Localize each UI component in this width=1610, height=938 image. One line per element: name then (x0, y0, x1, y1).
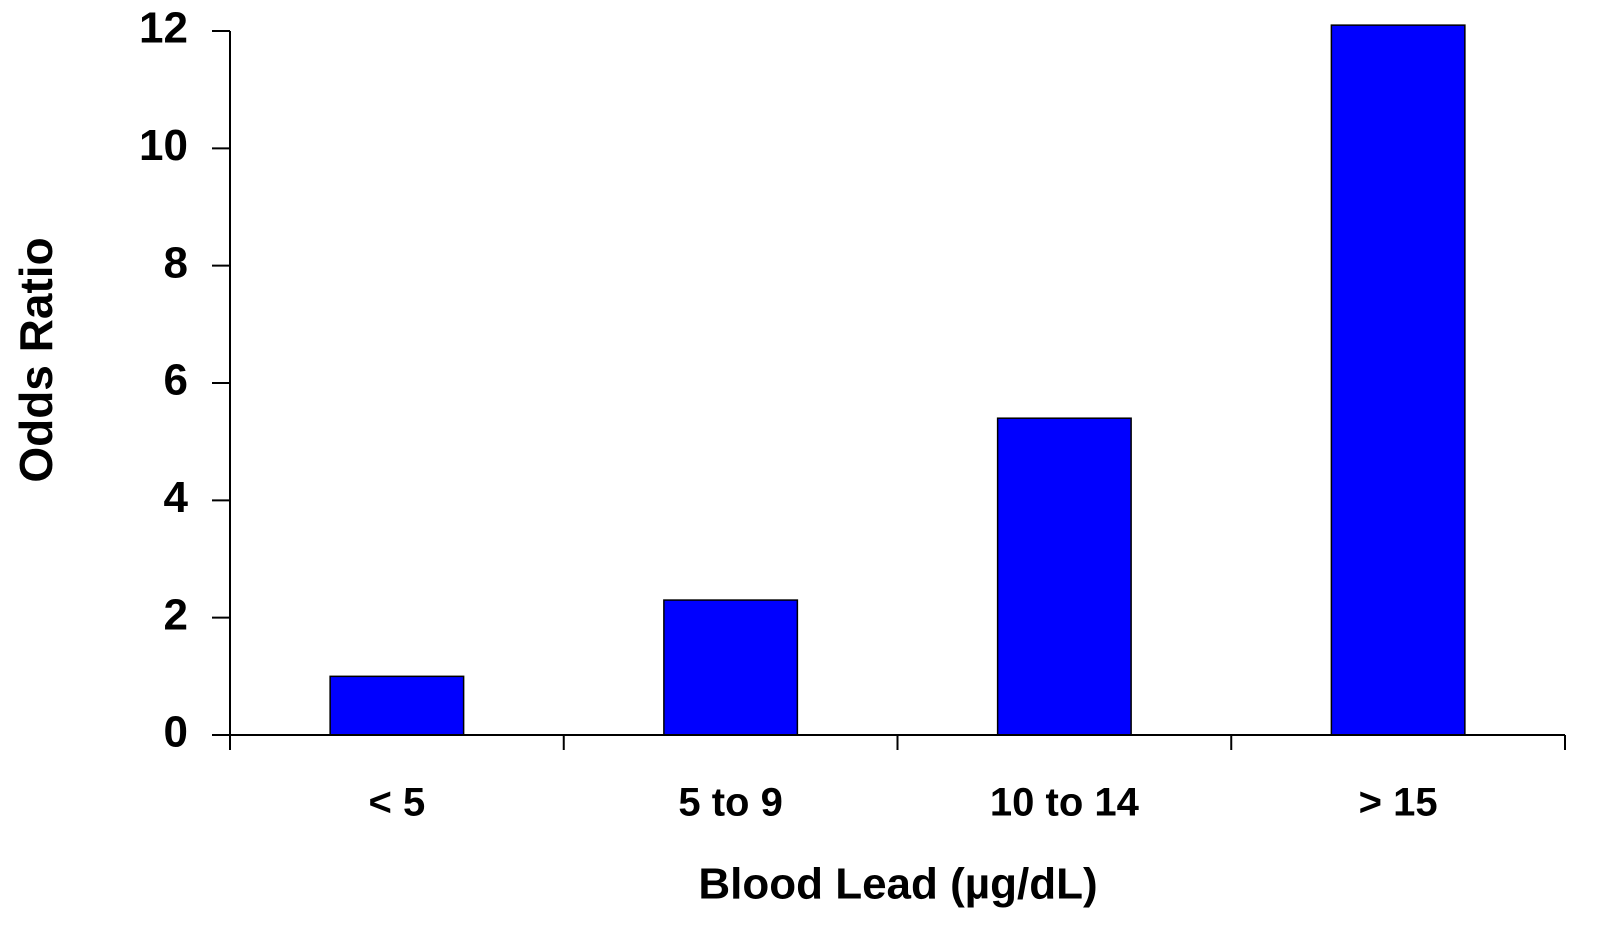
y-tick-label: 2 (164, 590, 188, 639)
x-tick-label: 5 to 9 (678, 781, 782, 825)
y-axis-title: Odds Ratio (10, 237, 62, 482)
y-tick-label: 4 (164, 473, 189, 522)
x-axis-title: Blood Lead (µg/dL) (698, 860, 1097, 909)
y-tick-label: 10 (139, 121, 188, 170)
bar (663, 599, 799, 736)
bar (996, 417, 1132, 736)
x-tick-label: > 15 (1359, 781, 1438, 825)
y-tick-label: 8 (164, 238, 188, 287)
x-tick-label: 10 to 14 (990, 781, 1140, 825)
y-tick-label: 0 (164, 708, 188, 757)
y-tick-label: 12 (139, 4, 188, 53)
bar (1330, 24, 1466, 736)
x-tick-label: < 5 (369, 781, 426, 825)
bar (329, 675, 465, 736)
y-tick-label: 6 (164, 356, 188, 405)
